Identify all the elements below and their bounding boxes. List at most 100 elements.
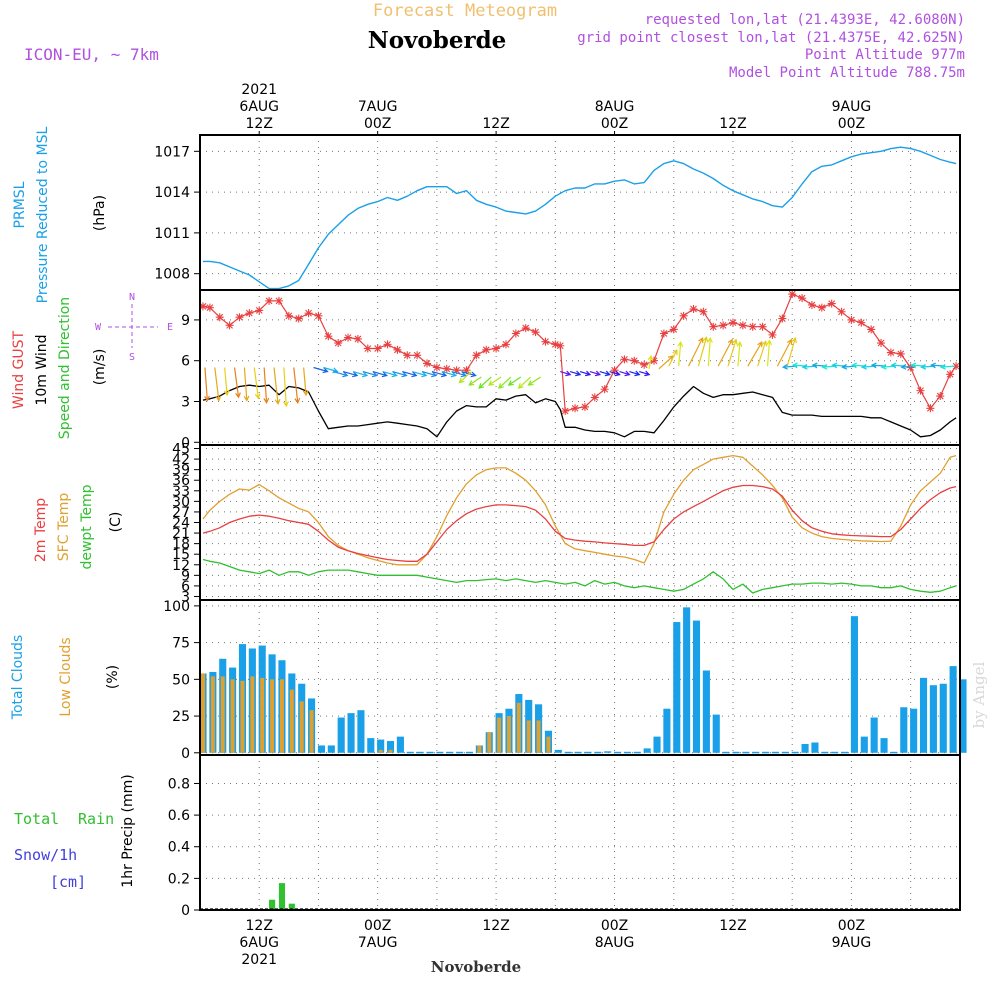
- total-clouds-label: Total Clouds: [10, 635, 26, 720]
- gust-marker: [896, 349, 905, 358]
- total-cloud-bar: [831, 751, 839, 754]
- total-cloud-bar: [564, 751, 572, 754]
- total-cloud-bar: [574, 751, 582, 754]
- wind-arrow: [214, 367, 222, 402]
- gust-marker: [659, 329, 668, 338]
- gust-marker: [788, 290, 797, 299]
- low-cloud-bar: [289, 689, 294, 753]
- wind-arrow: [253, 367, 261, 400]
- gust-marker: [265, 296, 274, 305]
- total-cloud-bar: [377, 739, 385, 753]
- temp2m-line: [202, 484, 957, 562]
- model-altitude: Model Point Altitude 788.75m: [729, 65, 965, 81]
- pressure-line: [203, 146, 957, 290]
- prmsl-label: PRMSL: [12, 181, 28, 228]
- wind-arrow: [517, 376, 532, 389]
- wind-arrow: [619, 370, 631, 377]
- gust-marker: [738, 321, 747, 330]
- total-cloud-bar: [752, 751, 760, 754]
- total-cloud-bar: [436, 751, 444, 754]
- time-label-top: 6AUG: [239, 99, 279, 115]
- gust-marker: [363, 344, 372, 353]
- total-cloud-bar: [929, 685, 937, 753]
- gust-marker: [886, 348, 895, 357]
- y-tick-label: 0: [181, 746, 190, 762]
- wind-arrow: [589, 370, 602, 377]
- wind-arrow: [757, 340, 768, 367]
- total-cloud-bar: [722, 751, 730, 754]
- low-cloud-bar: [220, 676, 225, 753]
- wind-panel: 0 3 6 9: [181, 289, 961, 451]
- total-cloud-bar: [692, 620, 701, 753]
- gust-marker: [650, 356, 659, 365]
- gust-marker: [215, 313, 224, 322]
- wind-arrow: [677, 340, 684, 367]
- time-label-top: 00Z: [838, 116, 865, 132]
- low-cloud-bar: [240, 680, 245, 753]
- y-tick-label: 45: [172, 442, 190, 458]
- time-label-bottom: 12Z: [482, 918, 509, 934]
- compass-rose: N S W E: [95, 292, 173, 363]
- wind-arrow: [569, 370, 582, 377]
- wind-arrow: [560, 370, 572, 377]
- y-tick-label: 24: [172, 516, 190, 532]
- low-cloud-bar: [201, 673, 205, 753]
- gust-marker: [946, 370, 955, 379]
- time-label-top: 00Z: [601, 116, 628, 132]
- wind-arrow: [243, 367, 250, 402]
- total-cloud-bar: [416, 751, 424, 754]
- total-cloud-bar: [653, 736, 661, 753]
- gust-marker: [867, 325, 876, 334]
- wind-arrow: [223, 367, 230, 397]
- low-cloud-bar: [309, 710, 314, 753]
- snow-label: Snow/1h: [14, 846, 77, 864]
- low-cloud-bar: [250, 676, 255, 753]
- total-cloud-bar: [673, 622, 681, 753]
- precip-panel: 0 0.2 0.4 0.6 0.8: [168, 754, 961, 919]
- compass-n: N: [129, 292, 135, 303]
- time-label-top: 2021: [241, 82, 277, 98]
- low-cloud-bar: [260, 677, 265, 753]
- precip-unit: 1hr Precip (mm): [120, 774, 136, 887]
- gridpoint-coords: grid point closest lon,lat (21.4375E, 42…: [577, 30, 965, 46]
- gust-marker: [778, 314, 787, 323]
- total-cloud-bar: [594, 751, 602, 754]
- wind-label: 10m Wind: [34, 334, 50, 405]
- y-tick-label: 15: [172, 547, 190, 563]
- gust-marker: [926, 404, 935, 413]
- gust-marker: [551, 340, 560, 349]
- total-cloud-bar: [771, 751, 780, 754]
- gust-marker: [344, 333, 353, 342]
- wind-arrow: [639, 370, 651, 377]
- wind-arrow: [441, 371, 458, 378]
- time-label-bottom: 9AUG: [832, 935, 872, 951]
- y-tick-label: 42: [172, 452, 190, 468]
- total-cloud-bar: [347, 713, 355, 753]
- wind-arrow: [392, 371, 408, 378]
- total-cloud-bar: [554, 749, 562, 753]
- gust-marker: [294, 314, 303, 323]
- y-tick-label: 0.6: [168, 808, 190, 824]
- gust-marker: [423, 359, 432, 368]
- wind-arrow: [412, 371, 428, 378]
- gust-marker: [511, 329, 520, 338]
- total-cloud-bar: [623, 751, 631, 754]
- low-cloud-bar: [526, 720, 531, 753]
- time-label-bottom: 12Z: [719, 918, 746, 934]
- y-tick-label: 0: [181, 435, 190, 451]
- time-label-top: 12Z: [719, 116, 746, 132]
- y-tick-label: 1014: [154, 185, 190, 201]
- clouds-unit: (%): [105, 665, 121, 689]
- gust-marker: [768, 330, 777, 339]
- gust-marker: [413, 351, 422, 360]
- footer-location: Novoberde: [431, 958, 521, 976]
- total-cloud-bar: [406, 751, 414, 754]
- total-cloud-bar: [643, 748, 651, 753]
- snow-unit: [cm]: [50, 873, 86, 891]
- y-tick-label: 1011: [154, 226, 190, 242]
- total-cloud-bar: [811, 742, 819, 753]
- total-cloud-bar: [880, 738, 888, 753]
- model-label: ICON-EU, ~ 7km: [24, 45, 159, 64]
- wind-arrow: [766, 339, 773, 367]
